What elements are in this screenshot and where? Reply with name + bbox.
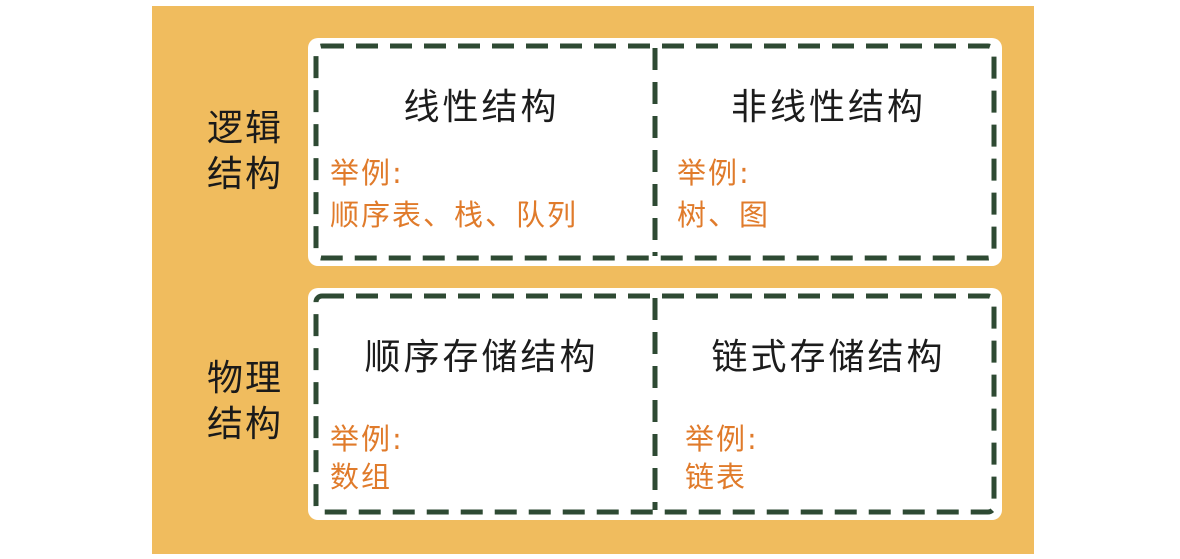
logical-dashed-frame	[313, 43, 997, 261]
linked-example-value: 链表	[685, 460, 748, 494]
logical-label-line1: 逻辑	[206, 108, 283, 149]
linked-storage-cell: 链式存储结构 举例: 链表	[655, 288, 1002, 520]
nonlinear-example-value: 树、图	[677, 198, 771, 232]
nonlinear-structure-title: 非线性结构	[730, 87, 926, 128]
linear-structure-cell: 线性结构 举例: 顺序表、栈、队列	[308, 38, 655, 266]
logical-structure-label: 逻辑 结构	[195, 106, 295, 198]
physical-dashed-frame	[313, 293, 997, 515]
sequential-example-label: 举例:	[330, 422, 404, 456]
logical-structure-panel: 线性结构 举例: 顺序表、栈、队列 非线性结构 举例: 树、图	[308, 38, 1002, 266]
sequential-example-value: 数组	[330, 460, 393, 494]
linear-example-label: 举例:	[330, 156, 404, 190]
linear-example-value: 顺序表、栈、队列	[330, 198, 579, 232]
diagram-board: 逻辑 结构 线性结构 举例: 顺序表、栈、队列 非线性结构 举例: 树、图 物理…	[152, 6, 1034, 554]
linked-example-label: 举例:	[685, 422, 759, 456]
logical-label-line2: 结构	[206, 154, 283, 195]
linked-storage-title: 链式存储结构	[711, 337, 946, 378]
sequential-storage-title: 顺序存储结构	[364, 337, 599, 378]
nonlinear-example-label: 举例:	[677, 156, 751, 190]
physical-structure-label: 物理 结构	[195, 356, 295, 448]
nonlinear-structure-cell: 非线性结构 举例: 树、图	[655, 38, 1002, 266]
physical-structure-panel: 顺序存储结构 举例: 数组 链式存储结构 举例: 链表	[308, 288, 1002, 520]
linear-structure-title: 线性结构	[403, 87, 560, 128]
physical-label-line2: 结构	[206, 404, 283, 445]
physical-label-line1: 物理	[206, 358, 283, 399]
sequential-storage-cell: 顺序存储结构 举例: 数组	[308, 288, 655, 520]
